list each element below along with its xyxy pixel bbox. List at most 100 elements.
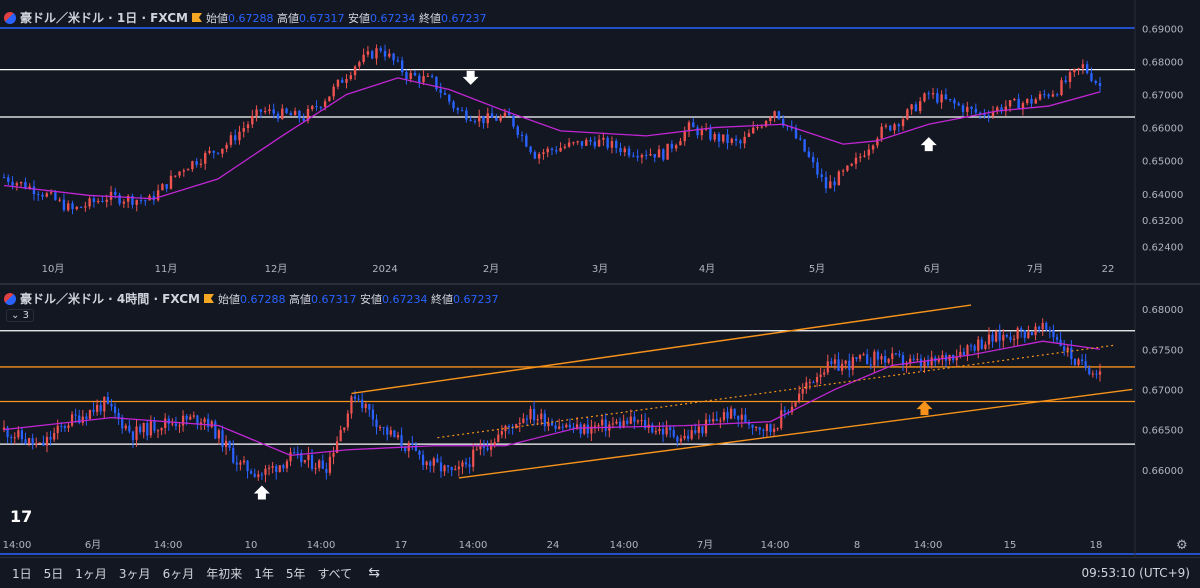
collapse-indicators-button[interactable]: ⌄ 3 xyxy=(6,309,34,322)
daily-legend: 豪ドル／米ドル · 1日 · FXCM 始値0.67288 高値0.67317 … xyxy=(4,9,486,26)
open-value: 0.67288 xyxy=(227,11,274,25)
candle-body xyxy=(636,420,640,422)
candle-body xyxy=(366,51,370,55)
candle-body xyxy=(898,354,901,356)
candle-body xyxy=(589,139,592,142)
h4-symbol-title[interactable]: 豪ドル／米ドル · 4時間 · FXCM xyxy=(20,292,200,306)
candle-body xyxy=(349,75,352,79)
candle-body xyxy=(454,469,457,471)
candle-body xyxy=(807,151,811,157)
candle-body xyxy=(19,182,23,184)
candle-body xyxy=(996,107,999,112)
date-range-icon[interactable]: ⇆ xyxy=(368,565,380,581)
candle-body xyxy=(597,139,601,147)
candle-body xyxy=(820,174,823,178)
candle-body xyxy=(131,195,134,205)
candle-body xyxy=(214,421,217,439)
x-tick-label: 10月 xyxy=(42,263,65,275)
x-tick-label: 12月 xyxy=(265,263,288,275)
timeframe-2[interactable]: 1ヶ月 xyxy=(69,565,113,582)
candle-body xyxy=(815,377,819,383)
y-tick-label: 0.68000 xyxy=(1142,305,1183,316)
candle-body xyxy=(38,442,41,444)
candle-body xyxy=(808,382,811,384)
candle-body xyxy=(525,418,529,420)
candle-body xyxy=(610,141,614,148)
candle-body xyxy=(272,109,275,114)
timeframe-6[interactable]: 1年 xyxy=(248,565,280,582)
candle-body xyxy=(1023,329,1026,338)
candle-body xyxy=(572,427,575,430)
x-tick-label: 6月 xyxy=(924,263,940,275)
candle-body xyxy=(411,443,414,445)
candle-body xyxy=(772,428,776,432)
candle-body xyxy=(239,462,242,465)
timeframe-0[interactable]: 1日 xyxy=(6,565,38,582)
candle-body xyxy=(135,200,138,205)
timeframe-1[interactable]: 5日 xyxy=(38,565,70,582)
candle-body xyxy=(653,154,656,158)
candle-body xyxy=(762,429,765,431)
candle-body xyxy=(962,351,965,355)
candle-body xyxy=(733,408,736,416)
candle-body xyxy=(486,447,489,450)
candle-body xyxy=(1016,328,1019,339)
x-tick-label: 22 xyxy=(1102,264,1115,275)
chart-canvas[interactable]: 0.69000 0.68000 0.67000 0.66000 0.65000 0.640… xyxy=(0,0,1200,557)
candle-body xyxy=(199,422,203,425)
timeframe-3[interactable]: 3ヶ月 xyxy=(113,565,157,582)
candle-body xyxy=(729,408,733,419)
y-tick-label: 0.62400 xyxy=(1142,243,1183,254)
candle-body xyxy=(726,134,729,143)
candle-body xyxy=(764,121,768,127)
candle-body xyxy=(7,177,10,182)
daily-symbol-title[interactable]: 豪ドル／米ドル · 1日 · FXCM xyxy=(20,11,188,25)
timeframe-4[interactable]: 6ヶ月 xyxy=(157,565,201,582)
timeframe-5[interactable]: 年初来 xyxy=(200,565,248,582)
candle-body xyxy=(189,416,192,420)
candle-body xyxy=(186,169,190,171)
candle-body xyxy=(493,441,496,446)
candle-body xyxy=(142,422,145,433)
candle-body xyxy=(901,119,905,127)
candle-body xyxy=(1041,322,1044,330)
candle-body xyxy=(974,108,978,113)
candle-body xyxy=(191,161,194,170)
candle-body xyxy=(1020,328,1023,330)
candle-body xyxy=(555,150,558,152)
candle-body xyxy=(41,194,44,197)
candle-body xyxy=(700,129,704,136)
candle-body xyxy=(267,467,271,469)
candle-body xyxy=(246,124,250,129)
timeframe-7[interactable]: 5年 xyxy=(280,565,312,582)
candle-body xyxy=(74,414,77,416)
candle-body xyxy=(1064,80,1067,83)
candle-body xyxy=(58,199,61,201)
candle-body xyxy=(285,461,289,469)
candle-body xyxy=(708,419,711,422)
timeframe-8[interactable]: すべて xyxy=(312,565,359,582)
candle-body xyxy=(1009,336,1012,340)
clock[interactable]: 09:53:10 (UTC+9) xyxy=(1081,566,1190,580)
candle-body xyxy=(901,355,905,365)
candle-body xyxy=(67,203,70,211)
candle-body xyxy=(585,139,588,146)
candle-body xyxy=(318,460,321,469)
candle-body xyxy=(53,433,56,440)
candle-body xyxy=(694,430,697,433)
candle-body xyxy=(328,96,331,102)
candle-body xyxy=(114,191,117,195)
candle-body xyxy=(973,345,976,351)
candle-body xyxy=(486,113,489,124)
candle-body xyxy=(17,430,20,438)
candle-body xyxy=(619,148,622,153)
candle-body xyxy=(1095,373,1098,375)
candle-body xyxy=(803,139,806,152)
candle-body xyxy=(335,441,339,453)
candle-body xyxy=(995,331,998,342)
candle-body xyxy=(285,108,288,113)
candle-body xyxy=(567,142,571,147)
candle-body xyxy=(113,406,117,413)
candle-body xyxy=(515,424,518,429)
candle-body xyxy=(1068,72,1072,83)
